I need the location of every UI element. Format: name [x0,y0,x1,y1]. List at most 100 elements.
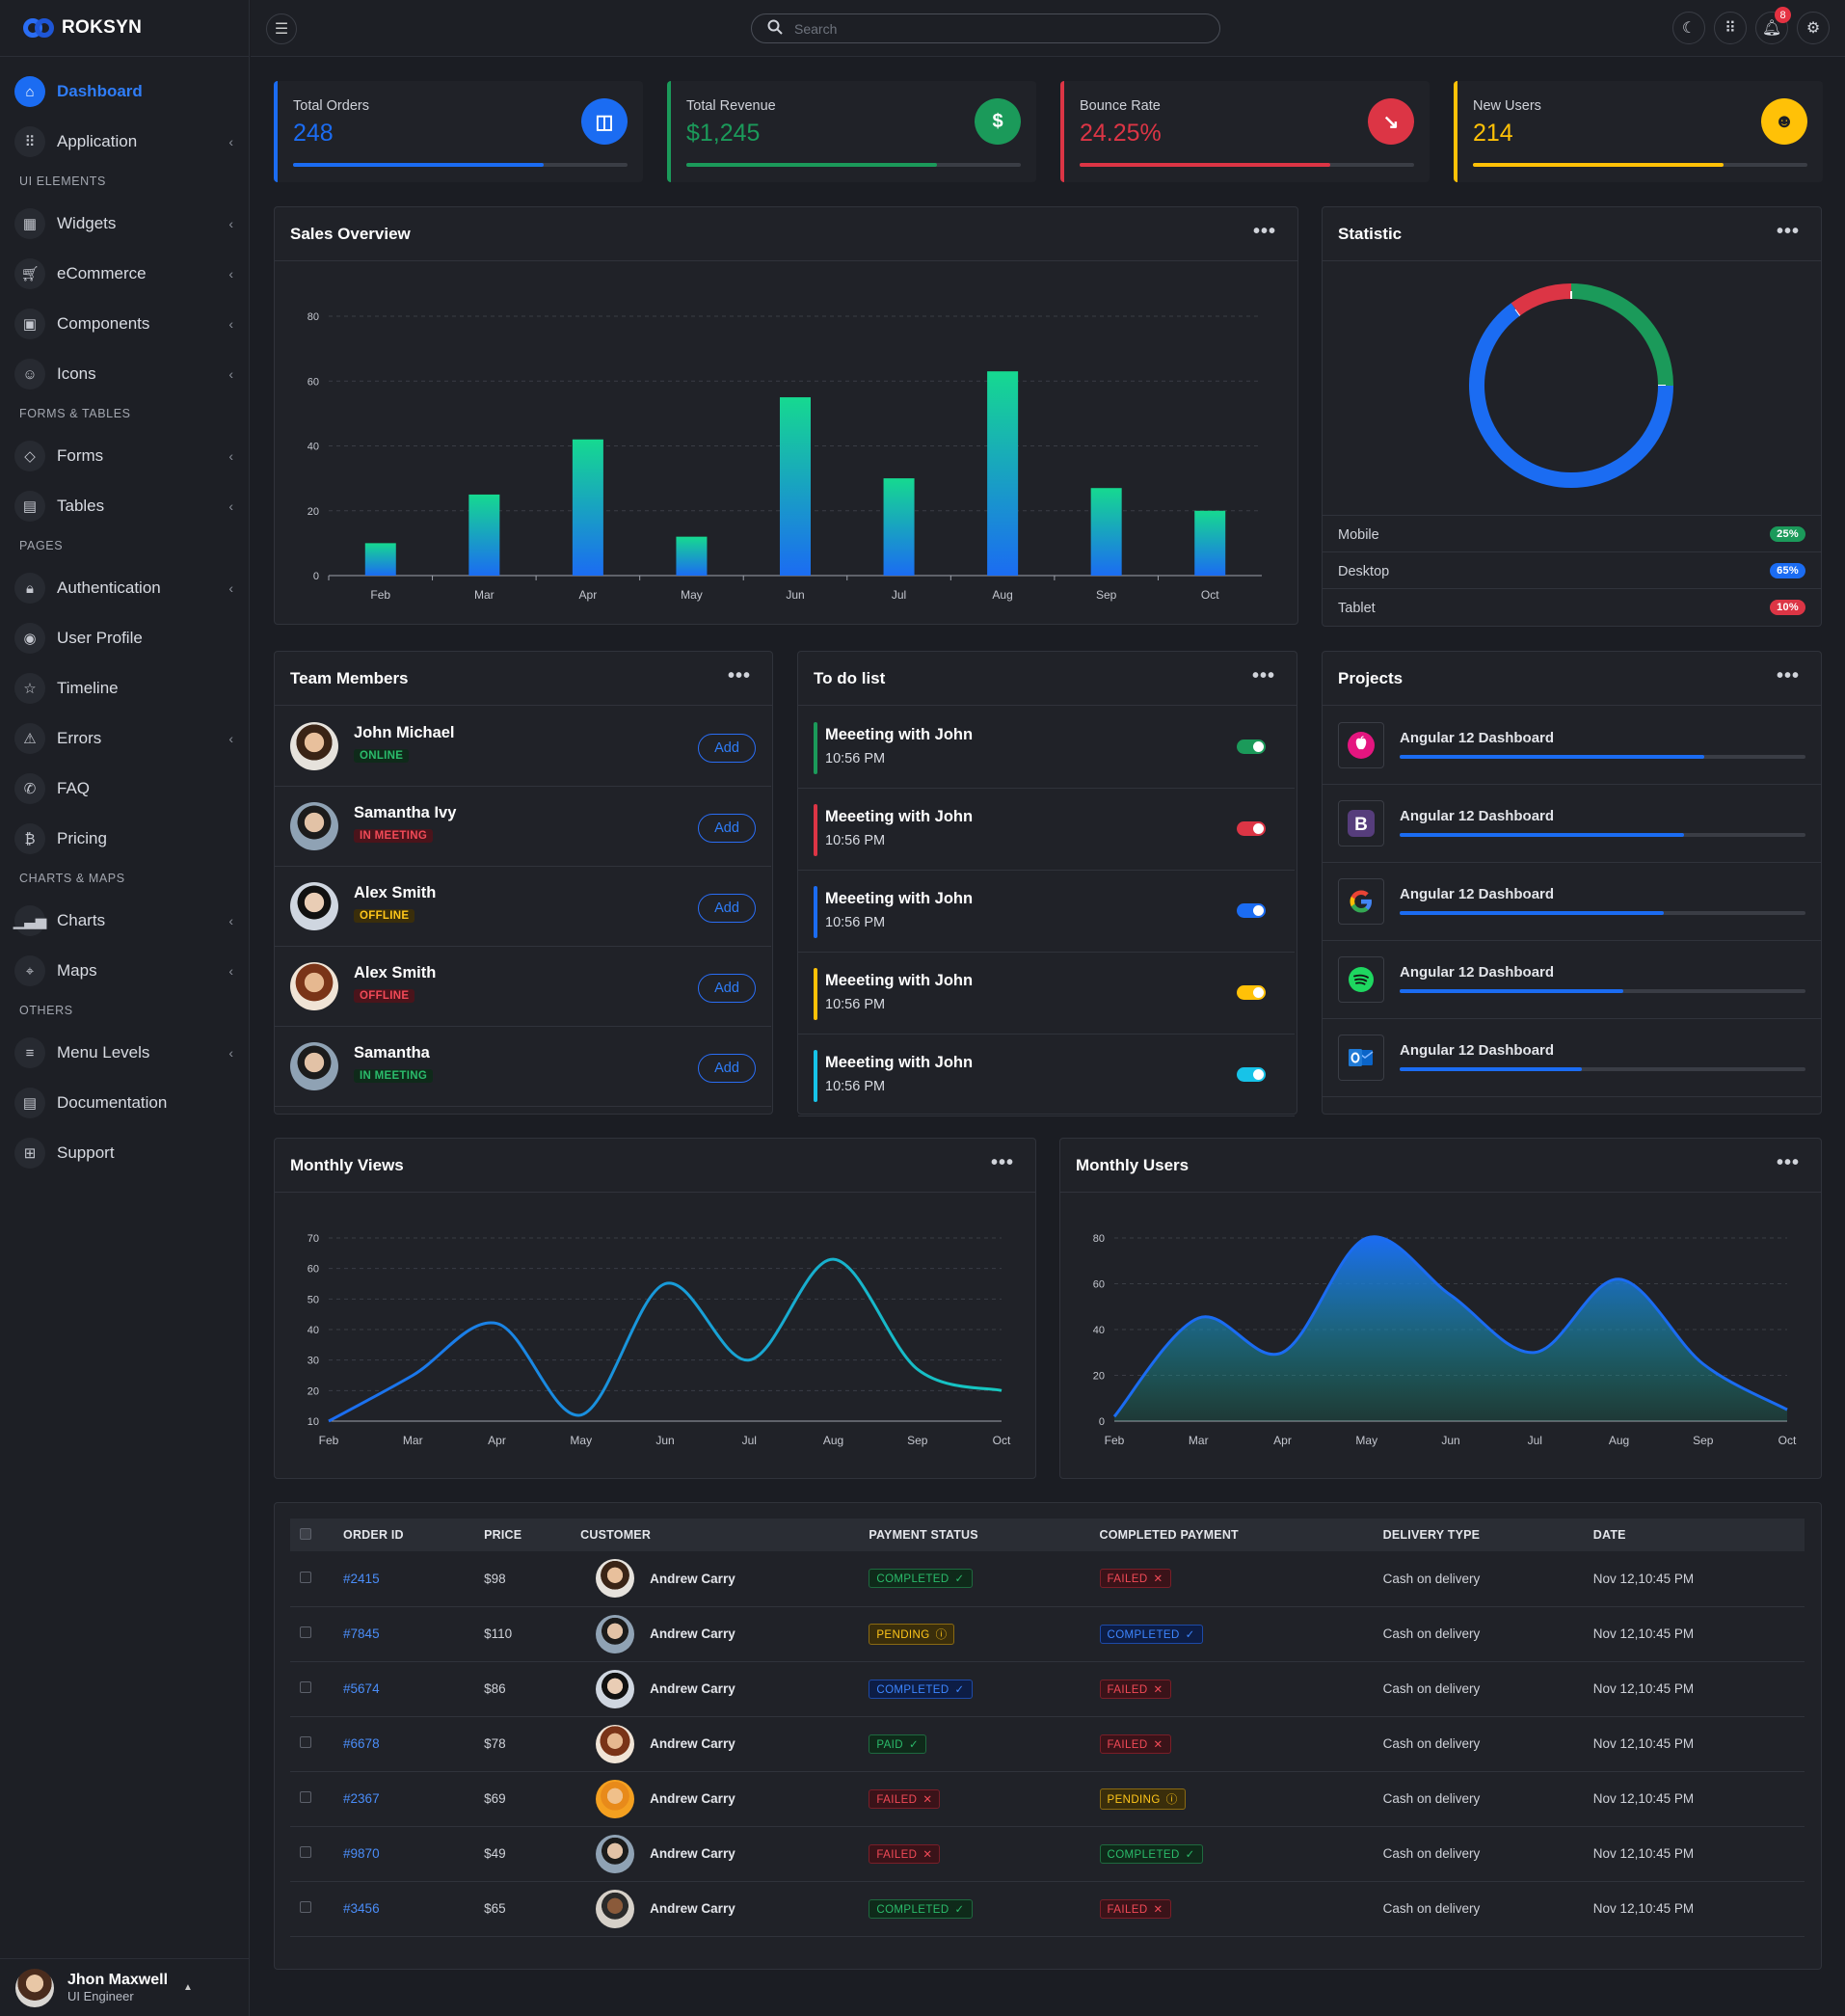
order-id-link[interactable]: #3456 [343,1881,485,1937]
team-member-row: Alex Smith OFFLINE Add [275,867,771,947]
x-icon: ✕ [922,1793,933,1806]
series-line[interactable] [1112,1235,1788,1418]
row-checkbox[interactable] [300,1626,311,1638]
order-date: Nov 12,10:45 PM [1592,1661,1805,1717]
bar-may[interactable] [676,536,708,576]
sidebar-item-faq[interactable]: ✆ FAQ [0,764,249,814]
bar-aug[interactable] [987,371,1019,576]
brand[interactable]: ROKSYN [0,0,249,57]
order-id-link[interactable]: #9870 [343,1826,485,1882]
sidebar-item-menu-levels[interactable]: ≡ Menu Levels ‹ [0,1028,249,1078]
row-checkbox[interactable] [300,1736,311,1748]
sidebar-item-label: Pricing [57,829,107,847]
table-row[interactable]: #9870 $49 Andrew Carry FAILED ✕ COMPLETED ✓ Cas… [290,1826,1805,1882]
table-row[interactable]: #6678 $78 Andrew Carry PAID ✓ FAILED ✕ Cash on … [290,1716,1805,1772]
bar-jun[interactable] [780,397,811,576]
sidebar-item-authentication[interactable]: 🔒︎ Authentication ‹ [0,563,249,613]
sidebar-item-icons[interactable]: ☺ Icons ‹ [0,349,249,399]
add-member-button[interactable]: Add [698,734,756,763]
sidebar-item-errors[interactable]: ⚠ Errors ‹ [0,713,249,764]
stat-title: New Users [1473,98,1541,114]
add-member-button[interactable]: Add [698,814,756,843]
add-member-button[interactable]: Add [698,1054,756,1083]
sidebar-item-pricing[interactable]: ₿ Pricing [0,814,249,864]
bar-feb[interactable] [364,543,396,576]
row-checkbox[interactable] [300,1791,311,1803]
table-row[interactable]: #2415 $98 Andrew Carry COMPLETED ✓ FAILED ✕ Cas… [290,1551,1805,1607]
apps-grid-icon[interactable]: ⠿ [1714,12,1747,44]
hamburger-menu-icon[interactable]: ☰ [266,13,297,44]
bar-apr[interactable] [572,439,603,576]
table-row[interactable]: #7845 $110 Andrew Carry PENDING ⓘ COMPLETED ✓ C… [290,1606,1805,1662]
sidebar-item-label: Icons [57,364,96,383]
search-input[interactable] [794,20,1199,37]
order-id-link[interactable]: #2415 [343,1551,485,1607]
todo-toggle[interactable] [1237,1067,1266,1082]
bar-oct[interactable] [1194,510,1226,576]
order-id-link[interactable]: #2367 [343,1771,485,1827]
bar-mar[interactable] [468,494,500,576]
more-options-icon[interactable]: ••• [727,665,751,686]
table-row[interactable]: #5674 $86 Andrew Carry COMPLETED ✓ FAILED ✕ Cas… [290,1661,1805,1717]
row-checkbox[interactable] [300,1681,311,1693]
more-options-icon[interactable]: ••• [1776,665,1800,686]
basket-icon: ◫ [581,98,628,145]
x-tick-label: Jul [892,588,906,602]
sidebar-item-user-profile[interactable]: ◉ User Profile [0,613,249,663]
sidebar-item-tables[interactable]: ▤ Tables ‹ [0,481,249,531]
sidebar-item-widgets[interactable]: ▦ Widgets ‹ [0,199,249,249]
donut-slice-desktop[interactable] [1469,303,1673,488]
order-id-link[interactable]: #7845 [343,1606,485,1662]
more-options-icon[interactable]: ••• [1776,1152,1800,1173]
more-options-icon[interactable]: ••• [990,1152,1014,1173]
sidebar-item-ecommerce[interactable]: 🛒︎ eCommerce ‹ [0,249,249,299]
sidebar-item-timeline[interactable]: ☆ Timeline [0,663,249,713]
delivery-type: Cash on delivery [1382,1551,1593,1607]
todo-toggle[interactable] [1237,739,1266,754]
gear-icon[interactable]: ⚙ [1797,12,1830,44]
sidebar-item-components[interactable]: ▣ Components ‹ [0,299,249,349]
caret-up-icon[interactable]: ▲ [183,1982,193,1993]
statistic-row: Desktop 65% [1323,551,1821,588]
add-member-button[interactable]: Add [698,894,756,923]
row-checkbox[interactable] [300,1571,311,1583]
donut-slice-mobile[interactable] [1570,283,1673,387]
sidebar-item-documentation[interactable]: ▤ Documentation [0,1078,249,1128]
series-line[interactable] [328,1257,1003,1423]
select-all-checkbox[interactable] [300,1527,311,1540]
bell-icon[interactable]: 🔔︎ 8 [1755,7,1791,44]
bar-jul[interactable] [883,478,915,576]
sidebar-item-forms[interactable]: ◇ Forms ‹ [0,431,249,481]
table-row[interactable]: #2367 $69 Andrew Carry FAILED ✕ PENDING ⓘ Cash … [290,1771,1805,1827]
donut-slice-tablet[interactable] [1511,283,1572,316]
todo-toggle[interactable] [1237,985,1266,1000]
bar-sep[interactable] [1090,488,1122,576]
sidebar-item-maps[interactable]: ⌖ Maps ‹ [0,946,249,996]
x-tick-label: Feb [370,588,390,602]
order-id-link[interactable]: #6678 [343,1716,485,1772]
project-progress [1400,911,1805,915]
status-badge: OFFLINE [354,989,415,1003]
sidebar-item-support[interactable]: ⊞ Support [0,1128,249,1178]
row-checkbox[interactable] [300,1846,311,1858]
delivery-type: Cash on delivery [1382,1881,1593,1937]
user-footer[interactable]: Jhon Maxwell UI Engineer ▲ [0,1958,250,2016]
todo-toggle[interactable] [1237,821,1266,836]
sidebar-item-dashboard[interactable]: ⌂ Dashboard [0,67,249,117]
customer-cell: Andrew Carry [580,1716,869,1772]
add-member-button[interactable]: Add [698,974,756,1003]
order-price: $86 [484,1661,581,1717]
moon-icon[interactable]: ☾ [1672,12,1705,44]
more-options-icon[interactable]: ••• [1252,221,1276,242]
project-name: Angular 12 Dashboard [1400,886,1555,902]
more-options-icon[interactable]: ••• [1251,665,1275,686]
row-checkbox[interactable] [300,1901,311,1913]
sidebar-item-charts[interactable]: ▁▃▅ Charts ‹ [0,896,249,946]
table-row[interactable]: #3456 $65 Andrew Carry COMPLETED ✓ FAILED ✕ Cas… [290,1881,1805,1937]
statistic-donut-chart [1469,283,1673,488]
search-box[interactable] [751,13,1220,43]
order-id-link[interactable]: #5674 [343,1661,485,1717]
todo-toggle[interactable] [1237,903,1266,918]
sidebar-item-application[interactable]: ⠿ Application ‹ [0,117,249,167]
more-options-icon[interactable]: ••• [1776,221,1800,242]
